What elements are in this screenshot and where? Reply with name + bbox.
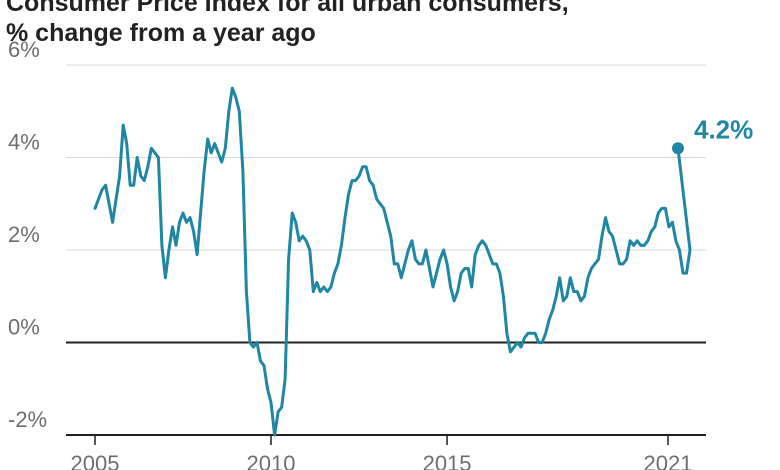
chart-title-line-2: % change from a year ago (6, 19, 316, 47)
y-tick-label-1: 0% (8, 315, 40, 340)
end-marker-group: 4.2% (672, 114, 753, 155)
cpi-series-line (93, 86, 692, 437)
y-tick-label-4: 6% (8, 37, 40, 62)
x-tick-label-2: 2015 (423, 451, 472, 470)
y-tick-label-2: 2% (8, 222, 40, 247)
series-group (93, 86, 692, 437)
end-value-label: 4.2% (694, 114, 753, 144)
y-axis-ticks: -2% 0% 2% 4% 6% (8, 37, 47, 432)
chart-title-line-1: Consumer Price Index for all urban consu… (6, 0, 569, 17)
y-tick-label-0: -2% (8, 407, 47, 432)
x-tick-label-0: 2005 (71, 451, 120, 470)
y-tick-label-3: 4% (8, 130, 40, 155)
x-axis-ticks: 2005 2010 2015 2021 (71, 435, 693, 470)
end-point-marker (672, 142, 684, 155)
x-tick-label-3: 2021 (644, 451, 693, 470)
x-tick-label-1: 2010 (247, 451, 296, 470)
chart-title: Consumer Price Index for all urban consu… (6, 0, 569, 48)
